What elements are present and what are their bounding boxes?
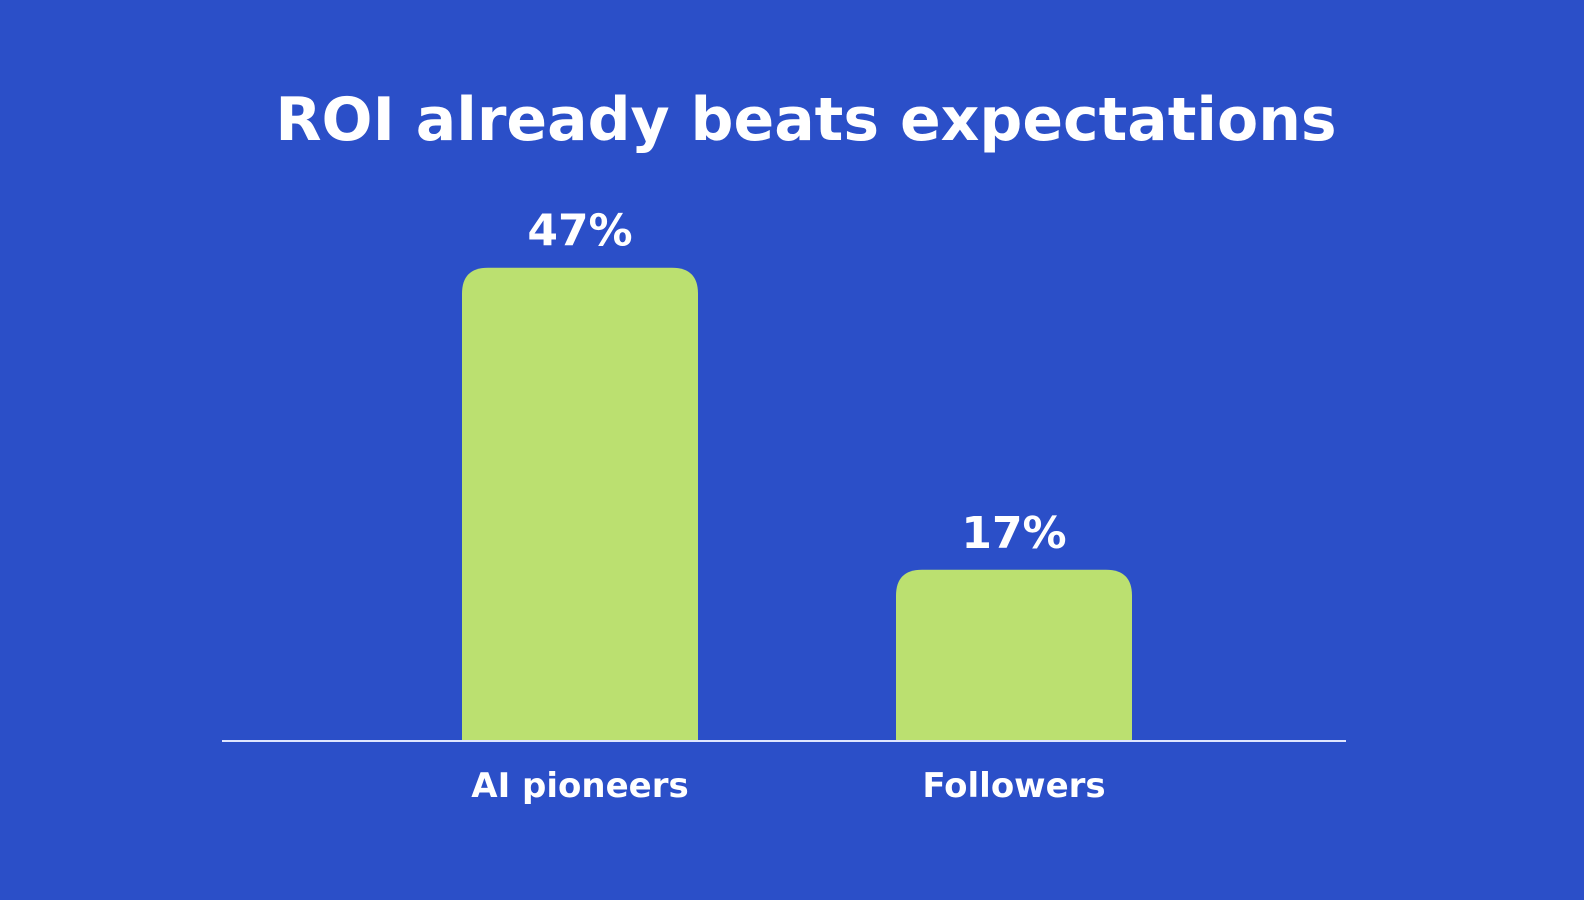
- value-label-followers: 17%: [961, 508, 1066, 559]
- chart-title: ROI already beats expectations: [275, 85, 1336, 155]
- value-label-ai-pioneers: 47%: [527, 206, 632, 257]
- category-label-followers: Followers: [922, 766, 1105, 806]
- category-label-ai-pioneers: AI pioneers: [471, 766, 688, 806]
- bar-followers: [896, 569, 1132, 741]
- bar-ai-pioneers: [462, 267, 698, 741]
- bars-layer: 47% AI pioneers 17% Followers: [462, 206, 1132, 806]
